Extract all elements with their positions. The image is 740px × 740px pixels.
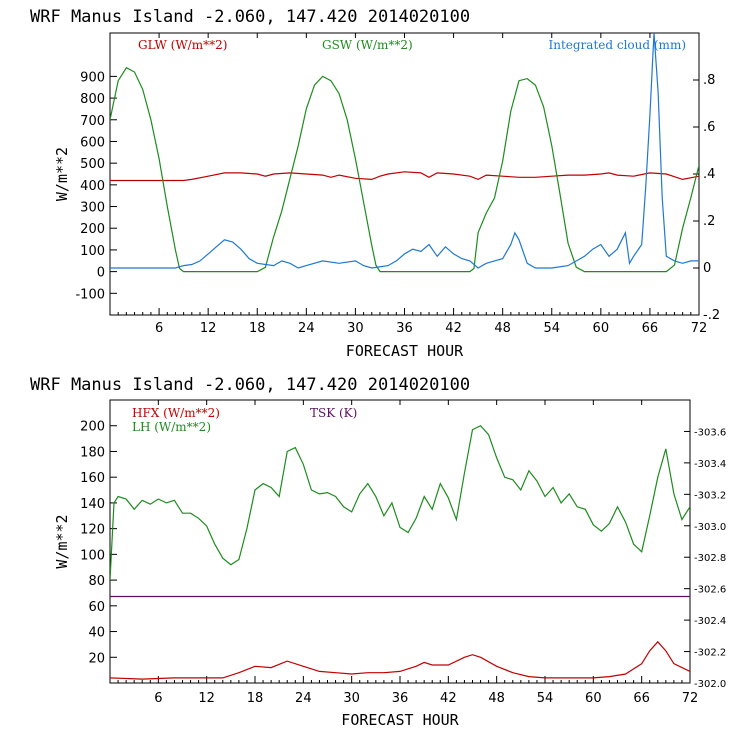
legend-gsw: GSW (W/m**2) — [322, 38, 413, 52]
x-tick-label: 24 — [298, 321, 315, 336]
y-tick-label: 0 — [97, 266, 105, 281]
y-tick-label: 600 — [80, 135, 105, 150]
x-tick-label: 6 — [155, 321, 163, 336]
series-line-gsw — [110, 66, 699, 273]
y2-tick-label: -303.6 — [694, 427, 726, 438]
y-tick-label: 140 — [80, 497, 105, 512]
y-tick-label: 80 — [88, 574, 105, 589]
x-tick-label: 60 — [593, 321, 610, 336]
x-tick-label: 48 — [488, 691, 505, 706]
y-axis-label: W/m**2 — [53, 147, 71, 201]
plot-frame — [109, 399, 691, 684]
series-line-hfx — [110, 640, 690, 680]
x-tick-label: 42 — [440, 691, 457, 706]
y-tick-label: 200 — [80, 222, 105, 237]
y-tick-label: 20 — [88, 651, 105, 666]
y2-tick-label: -.2 — [703, 308, 720, 323]
series-line-integrated — [110, 33, 699, 269]
y2-tick-label: .2 — [703, 214, 715, 229]
y2-tick-label: .4 — [703, 167, 715, 182]
chart-title: WRF Manus Island -2.060, 147.420 2014020… — [30, 375, 470, 395]
y2-tick-label: -302.8 — [694, 553, 726, 564]
y-tick-label: 700 — [80, 114, 105, 129]
y2-tick-label: 0 — [703, 261, 711, 276]
y-tick-label: 400 — [80, 179, 105, 194]
x-axis-label: FORECAST HOUR — [341, 711, 459, 729]
y-tick-label: 40 — [88, 626, 105, 641]
y2-tick-label: -302.2 — [694, 648, 726, 659]
legend-hfx: HFX (W/m**2) — [132, 406, 220, 420]
legend-tsk: TSK (K) — [310, 406, 357, 420]
y-tick-label: 800 — [80, 92, 105, 107]
x-tick-label: 72 — [682, 691, 699, 706]
x-tick-label: 42 — [445, 321, 462, 336]
y2-tick-label: -303.0 — [694, 522, 726, 533]
series-line-glw — [110, 171, 699, 182]
chart-title: WRF Manus Island -2.060, 147.420 2014020… — [30, 7, 470, 27]
x-tick-label: 12 — [200, 321, 217, 336]
x-tick-label: 60 — [585, 691, 602, 706]
y2-tick-label: -303.2 — [694, 490, 726, 501]
y-tick-label: -100 — [75, 287, 105, 302]
x-tick-label: 12 — [198, 691, 215, 706]
y2-tick-label: .8 — [703, 73, 715, 88]
y-tick-label: 180 — [80, 445, 105, 460]
y-tick-label: 60 — [88, 600, 105, 615]
x-tick-label: 18 — [247, 691, 264, 706]
plot-frame — [109, 32, 700, 316]
legend-glw: GLW (W/m**2) — [138, 38, 227, 52]
x-tick-label: 54 — [537, 691, 554, 706]
y-axis-label: W/m**2 — [53, 514, 71, 568]
y2-tick-label: -302.0 — [694, 679, 726, 690]
bottom-chart-panel: WRF Manus Island -2.060, 147.420 2014020… — [30, 375, 726, 729]
y2-tick-label: -302.4 — [694, 616, 726, 627]
y-tick-label: 160 — [80, 471, 105, 486]
y-tick-label: 200 — [80, 420, 105, 435]
top-chart-panel: WRF Manus Island -2.060, 147.420 2014020… — [30, 7, 720, 360]
x-tick-label: 18 — [249, 321, 266, 336]
legend-lh: LH (W/m**2) — [132, 420, 211, 434]
series-line-lh — [110, 424, 690, 581]
x-tick-label: 24 — [295, 691, 312, 706]
x-tick-label: 36 — [396, 321, 413, 336]
y-tick-label: 100 — [80, 244, 105, 259]
y2-tick-label: -302.6 — [694, 585, 726, 596]
y-tick-label: 120 — [80, 523, 105, 538]
x-tick-label: 54 — [543, 321, 560, 336]
y2-tick-label: -303.4 — [694, 459, 726, 470]
x-tick-label: 30 — [343, 691, 360, 706]
x-tick-label: 66 — [633, 691, 650, 706]
x-tick-label: 72 — [691, 321, 708, 336]
y-tick-label: 300 — [80, 201, 105, 216]
x-tick-label: 6 — [154, 691, 162, 706]
x-tick-label: 30 — [347, 321, 364, 336]
legend-integrated: Integrated cloud (mm) — [548, 38, 686, 52]
y-tick-label: 900 — [80, 70, 105, 85]
x-axis-label: FORECAST HOUR — [346, 342, 464, 360]
y2-tick-label: .6 — [703, 120, 715, 135]
x-tick-label: 66 — [642, 321, 659, 336]
x-tick-label: 36 — [392, 691, 409, 706]
y-tick-label: 500 — [80, 157, 105, 172]
y-tick-label: 100 — [80, 548, 105, 563]
x-tick-label: 48 — [494, 321, 511, 336]
